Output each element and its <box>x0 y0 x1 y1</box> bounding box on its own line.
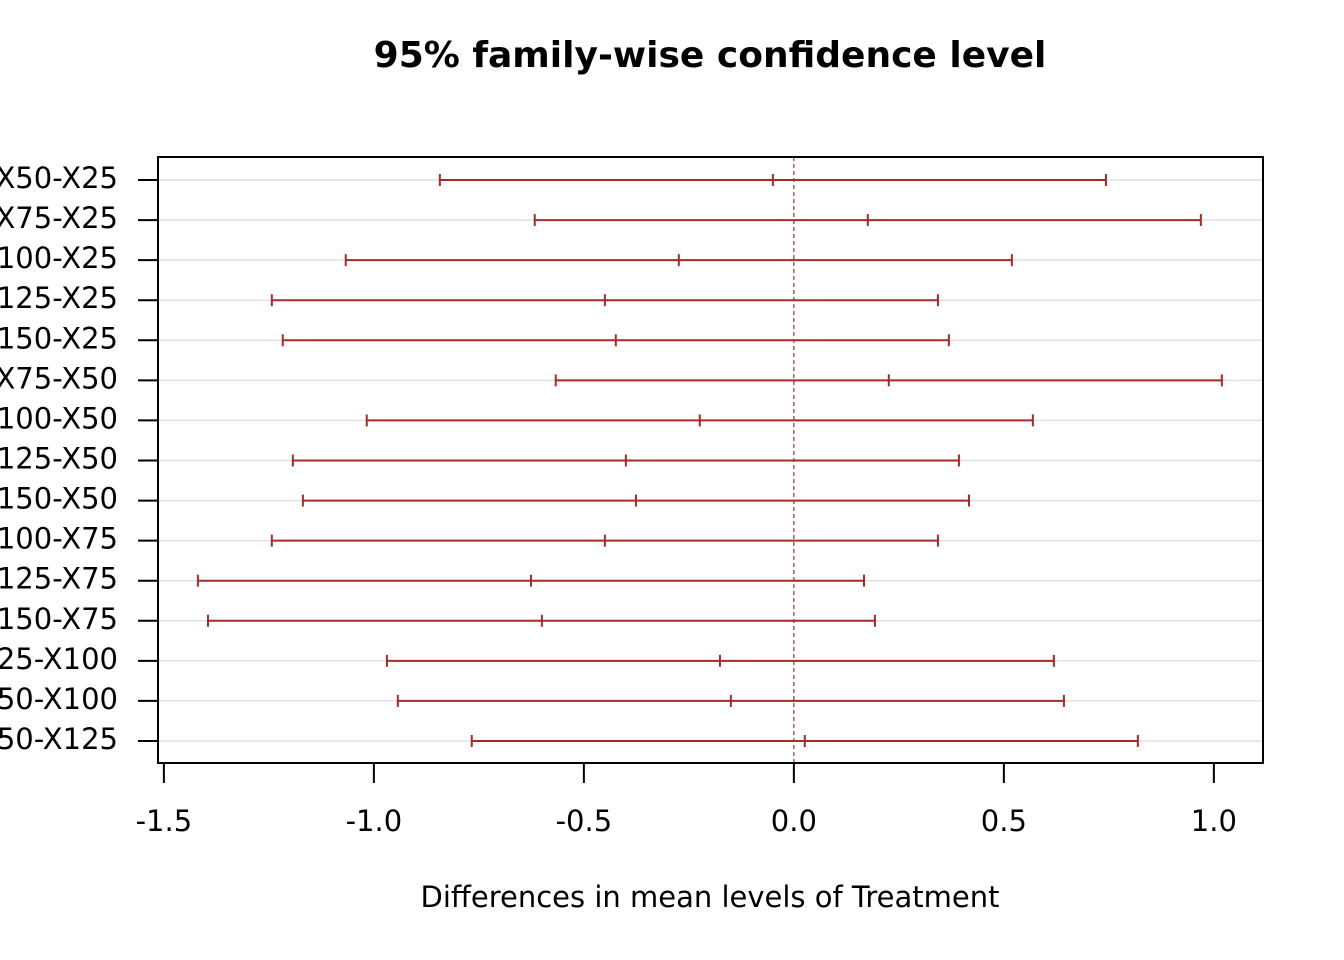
y-tick-label: X125-X50 <box>0 442 118 476</box>
x-tick-label: -1.0 <box>346 804 403 838</box>
x-tick-label: 1.0 <box>1191 804 1237 838</box>
y-tick-label: X125-X75 <box>0 562 118 596</box>
y-tick-label: X150-X50 <box>0 482 118 516</box>
x-tick-label: 0.5 <box>981 804 1027 838</box>
chart-title: 95% family-wise confidence level <box>374 35 1047 76</box>
y-tick-label: X150-X75 <box>0 602 118 636</box>
y-tick-label: X75-X50 <box>0 361 118 395</box>
y-tick-label: X100-X75 <box>0 522 118 556</box>
y-tick-label: X150-X125 <box>0 722 118 756</box>
y-tick-label: X75-X25 <box>0 201 118 235</box>
x-tick-label: -1.5 <box>136 804 193 838</box>
y-tick-label: X100-X25 <box>0 241 118 275</box>
plot-frame <box>157 156 1264 764</box>
y-tick-label: X125-X25 <box>0 281 118 315</box>
x-tick-label: -0.5 <box>556 804 613 838</box>
y-tick-label: X50-X25 <box>0 161 118 195</box>
y-tick-label: X150-X25 <box>0 321 118 355</box>
x-axis-label: Differences in mean levels of Treatment <box>421 880 1000 914</box>
x-tick-label: 0.0 <box>771 804 817 838</box>
y-tick-label: X150-X100 <box>0 682 118 716</box>
y-tick-label: X100-X50 <box>0 401 118 435</box>
y-tick-label: X125-X100 <box>0 642 118 676</box>
